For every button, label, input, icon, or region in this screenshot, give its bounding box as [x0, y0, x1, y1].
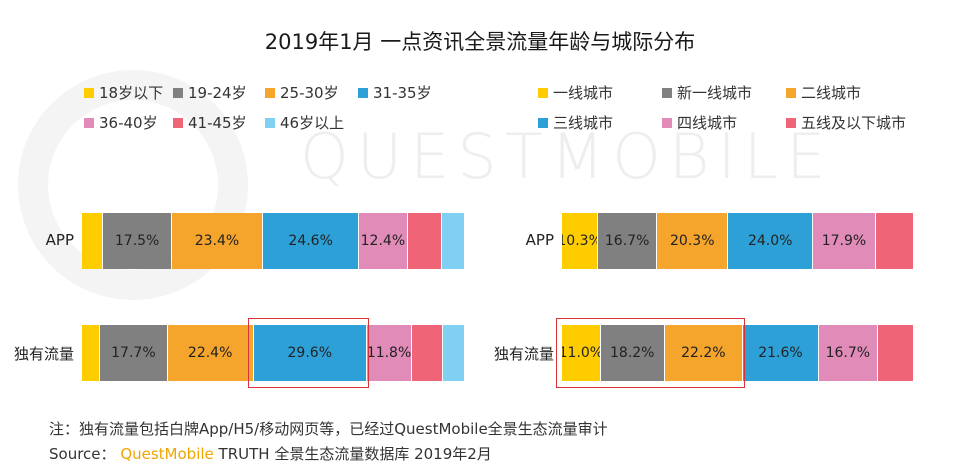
data-label: 11.8%	[366, 345, 412, 361]
legend-label: 25-30岁	[280, 84, 339, 102]
legend-label: 36-40岁	[99, 114, 158, 132]
bar-segment	[82, 325, 99, 381]
source-rest: TRUTH 全景生态流量数据库 2019年2月	[218, 445, 492, 463]
category-label: APP	[45, 231, 74, 249]
data-label: 18.2%	[610, 345, 655, 361]
category-label: APP	[525, 231, 554, 249]
bar-segment: 16.7%	[598, 213, 657, 269]
data-label: 24.0%	[747, 233, 793, 249]
source-brand: QuestMobile	[120, 445, 214, 463]
legend-swatch	[662, 87, 672, 98]
data-label: 17.7%	[111, 345, 156, 361]
category-label: 独有流量	[13, 345, 74, 363]
legend-label: 19-24岁	[188, 84, 247, 102]
legend-swatch	[786, 117, 796, 128]
data-label: 21.6%	[758, 345, 803, 361]
legend-label: 46岁以上	[280, 114, 345, 132]
bar-segment: 17.9%	[812, 213, 875, 269]
legend-label: 二线城市	[801, 84, 862, 102]
bar-segment	[875, 213, 913, 269]
bar-segment: 24.0%	[728, 213, 812, 269]
legend-item: 五线及以下城市	[786, 112, 906, 133]
bar-segment: 10.3%	[562, 213, 598, 269]
legend-label: 三线城市	[553, 114, 614, 132]
data-label: 22.2%	[681, 345, 726, 361]
watermark-text: QUESTMOBILE	[300, 120, 834, 193]
footnote-note: 注：独有流量包括白牌App/H5/移动网页等，已经过QuestMobile全景生…	[49, 420, 608, 438]
bar-segment: 17.7%	[100, 325, 167, 381]
data-label: 17.5%	[114, 233, 160, 249]
legend-item: 46岁以上	[265, 112, 344, 133]
legend-item: 36-40岁	[84, 112, 158, 133]
bar-segment: 11.0%	[562, 325, 600, 381]
data-label: 22.4%	[187, 345, 233, 361]
category-label: 独有流量	[493, 345, 554, 363]
legend-swatch	[265, 117, 275, 128]
bar-segment: 18.2%	[600, 325, 664, 381]
legend-label: 四线城市	[677, 114, 738, 132]
legend-swatch	[84, 87, 94, 98]
data-label: 23.4%	[194, 233, 240, 249]
legend-label: 18岁以下	[99, 84, 164, 102]
highlight-box	[556, 318, 745, 388]
legend-item: 25-30岁	[265, 82, 339, 103]
data-label: 16.7%	[604, 233, 650, 249]
legend-swatch	[173, 87, 183, 98]
legend-swatch	[786, 87, 796, 98]
data-label: 17.9%	[821, 233, 867, 249]
legend-item: 一线城市	[538, 82, 613, 103]
bar-segment: 22.4%	[167, 325, 253, 381]
data-label: 29.6%	[287, 345, 332, 361]
bar-segment: 20.3%	[657, 213, 728, 269]
legend-swatch	[173, 117, 183, 128]
data-label: 12.4%	[360, 233, 406, 249]
legend-item: 二线城市	[786, 82, 861, 103]
legend-swatch	[662, 117, 672, 128]
legend-item: 18岁以下	[84, 82, 163, 103]
bar-segment	[407, 213, 441, 269]
legend-item: 19-24岁	[173, 82, 247, 103]
bar-segment	[82, 213, 103, 269]
legend-item: 三线城市	[538, 112, 613, 133]
legend-swatch	[538, 117, 548, 128]
legend-item: 新一线城市	[662, 82, 752, 103]
legend-label: 31-35岁	[373, 84, 432, 102]
bar-segment: 11.8%	[366, 325, 412, 381]
legend-swatch	[358, 87, 368, 98]
bar-segment: 24.6%	[263, 213, 359, 269]
data-label: 24.6%	[288, 233, 333, 249]
legend-label: 五线及以下城市	[801, 114, 907, 132]
legend-swatch	[538, 87, 548, 98]
bar-segment: 22.2%	[664, 325, 742, 381]
data-label: 11.0%	[562, 345, 600, 361]
bar-segment	[877, 325, 913, 381]
bar-segment: 29.6%	[253, 325, 366, 381]
footnote-source: Source： QuestMobile TRUTH 全景生态流量数据库 2019…	[49, 443, 492, 464]
legend-label: 41-45岁	[188, 114, 247, 132]
bar-segment: 21.6%	[742, 325, 818, 381]
legend-swatch	[84, 117, 94, 128]
data-label: 10.3%	[562, 233, 597, 249]
bar-segment: 23.4%	[171, 213, 263, 269]
legend-item: 41-45岁	[173, 112, 247, 133]
bar-segment	[442, 325, 464, 381]
bar-segment	[412, 325, 442, 381]
source-prefix: Source：	[49, 445, 116, 463]
bar-segment: 17.5%	[103, 213, 171, 269]
legend-item: 四线城市	[662, 112, 737, 133]
legend-swatch	[265, 87, 275, 98]
chart-title: 2019年1月 一点资讯全景流量年龄与城际分布	[264, 30, 696, 54]
bar-segment: 12.4%	[359, 213, 407, 269]
legend-item: 31-35岁	[358, 82, 432, 103]
legend-label: 新一线城市	[677, 84, 753, 102]
legend-label: 一线城市	[553, 84, 614, 102]
data-label: 16.7%	[825, 345, 871, 361]
bar-segment	[441, 213, 464, 269]
data-label: 20.3%	[670, 233, 715, 249]
highlight-box	[247, 318, 369, 388]
bar-segment: 16.7%	[818, 325, 877, 381]
